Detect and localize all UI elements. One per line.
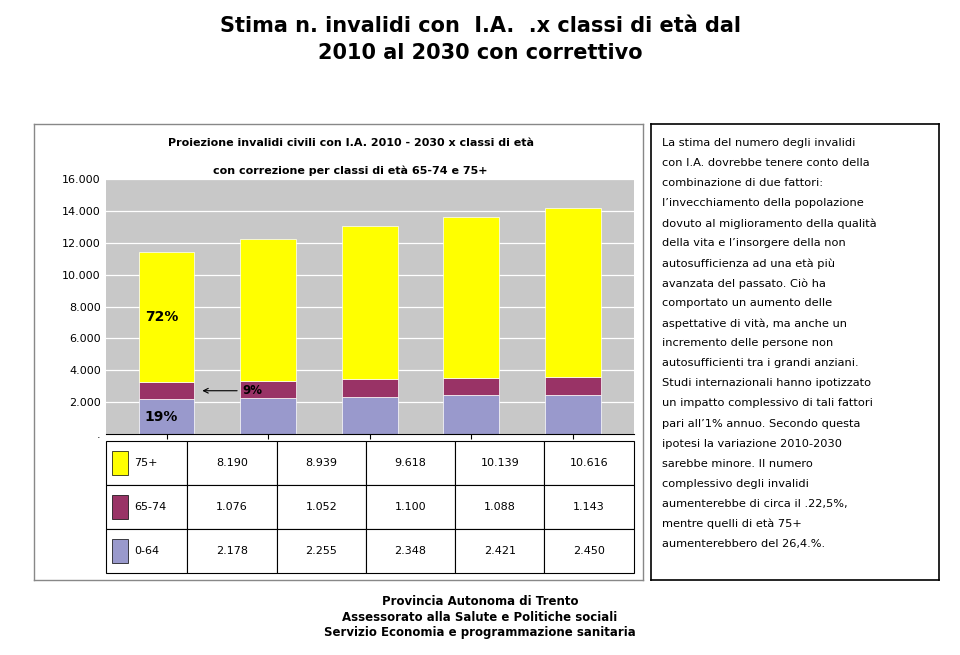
Bar [366, 485, 455, 529]
Bar [544, 441, 634, 485]
Bar [444, 217, 499, 378]
Text: 19%: 19% [145, 409, 179, 424]
Text: 10.616: 10.616 [569, 458, 609, 468]
Text: con I.A. dovrebbe tenere conto della: con I.A. dovrebbe tenere conto della [662, 158, 870, 168]
Bar [112, 451, 128, 476]
Text: avanzata del passato. Ciò ha: avanzata del passato. Ciò ha [662, 278, 827, 289]
Text: 2.450: 2.450 [573, 546, 605, 556]
Bar [240, 398, 296, 434]
Text: aspettative di vità, ma anche un: aspettative di vità, ma anche un [662, 318, 848, 329]
Text: aumenterebbero del 26,4.%.: aumenterebbero del 26,4.%. [662, 538, 826, 549]
Bar [240, 239, 296, 381]
Text: 1.100: 1.100 [395, 502, 426, 512]
Bar [187, 485, 276, 529]
Text: 8.190: 8.190 [216, 458, 248, 468]
Text: complessivo degli invalidi: complessivo degli invalidi [662, 479, 809, 489]
Text: 2.178: 2.178 [216, 546, 248, 556]
Bar [112, 539, 128, 563]
Bar [106, 485, 187, 529]
Bar [106, 529, 187, 573]
Text: con correzione per classi di età 65-74 e 75+: con correzione per classi di età 65-74 e… [213, 166, 488, 176]
Text: 8.939: 8.939 [305, 458, 337, 468]
Text: 2010 al 2030 con correttivo: 2010 al 2030 con correttivo [318, 43, 642, 63]
Bar [444, 378, 499, 396]
Text: 75+: 75+ [134, 458, 157, 468]
Bar [366, 529, 455, 573]
Bar [544, 485, 634, 529]
Bar [544, 395, 601, 434]
Bar [276, 485, 366, 529]
Bar [112, 495, 128, 519]
Bar [276, 441, 366, 485]
Text: 2.348: 2.348 [395, 546, 426, 556]
Text: 9.618: 9.618 [395, 458, 426, 468]
Text: 65-74: 65-74 [134, 502, 166, 512]
Bar [455, 529, 544, 573]
Text: Studi internazionali hanno ipotizzato: Studi internazionali hanno ipotizzato [662, 379, 872, 388]
Text: un impatto complessivo di tali fattori: un impatto complessivo di tali fattori [662, 398, 874, 409]
Bar [544, 529, 634, 573]
Bar [342, 226, 397, 379]
Text: sarebbe minore. Il numero: sarebbe minore. Il numero [662, 458, 813, 468]
Text: combinazione di due fattori:: combinazione di due fattori: [662, 178, 824, 188]
Bar [366, 441, 455, 485]
Bar [444, 396, 499, 434]
Text: autosufficienza ad una età più: autosufficienza ad una età più [662, 258, 835, 269]
Text: incremento delle persone non: incremento delle persone non [662, 339, 833, 348]
Text: 1.088: 1.088 [484, 502, 516, 512]
Text: 9%: 9% [204, 384, 263, 397]
Text: Proiezione invalidi civili con I.A. 2010 - 2030 x classi di età: Proiezione invalidi civili con I.A. 2010… [168, 138, 534, 148]
Text: Assessorato alla Salute e Politiche sociali: Assessorato alla Salute e Politiche soci… [343, 610, 617, 624]
Text: aumenterebbe di circa il .22,5%,: aumenterebbe di circa il .22,5%, [662, 498, 848, 509]
Text: dovuto al miglioramento della qualità: dovuto al miglioramento della qualità [662, 218, 877, 229]
Text: pari all’1% annuo. Secondo questa: pari all’1% annuo. Secondo questa [662, 419, 861, 428]
Bar [138, 400, 195, 434]
Text: autosufficienti tra i grandi anziani.: autosufficienti tra i grandi anziani. [662, 358, 859, 368]
Text: 2.255: 2.255 [305, 546, 337, 556]
Bar [240, 381, 296, 398]
Bar [138, 252, 195, 382]
Bar [187, 441, 276, 485]
Bar [544, 208, 601, 377]
Bar [342, 379, 397, 396]
Bar [455, 485, 544, 529]
Bar [276, 529, 366, 573]
Text: 10.139: 10.139 [480, 458, 519, 468]
Bar [138, 382, 195, 400]
Text: 72%: 72% [145, 310, 179, 324]
Text: La stima del numero degli invalidi: La stima del numero degli invalidi [662, 138, 855, 148]
Text: Stima n. invalidi con  I.A.  .x classi di età dal: Stima n. invalidi con I.A. .x classi di … [220, 16, 740, 37]
Text: comportato un aumento delle: comportato un aumento delle [662, 298, 832, 309]
Bar [455, 441, 544, 485]
Text: Servizio Economia e programmazione sanitaria: Servizio Economia e programmazione sanit… [324, 626, 636, 639]
Text: 1.143: 1.143 [573, 502, 605, 512]
Text: 1.052: 1.052 [305, 502, 337, 512]
Text: 0-64: 0-64 [134, 546, 159, 556]
Bar [106, 441, 187, 485]
Text: l’invecchiamento della popolazione: l’invecchiamento della popolazione [662, 198, 864, 208]
Text: 1.076: 1.076 [216, 502, 248, 512]
Text: ipotesi la variazione 2010-2030: ipotesi la variazione 2010-2030 [662, 439, 843, 449]
Bar [187, 529, 276, 573]
Bar [342, 396, 397, 434]
Text: Provincia Autonoma di Trento: Provincia Autonoma di Trento [382, 595, 578, 608]
Bar [544, 377, 601, 395]
Text: 2.421: 2.421 [484, 546, 516, 556]
Text: della vita e l’insorgere della non: della vita e l’insorgere della non [662, 238, 846, 248]
Text: mentre quelli di età 75+: mentre quelli di età 75+ [662, 519, 803, 529]
